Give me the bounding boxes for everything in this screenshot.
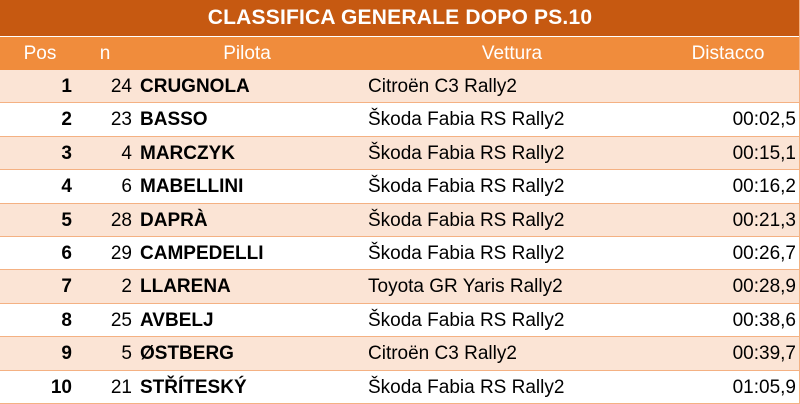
cell-n: 29 (110, 242, 132, 264)
cell-vettura: Škoda Fabia RS Rally2 (368, 142, 565, 164)
cell-vettura: Škoda Fabia RS Rally2 (368, 176, 565, 198)
cell-n: 2 (121, 276, 132, 298)
cell-pilota: ØSTBERG (140, 343, 234, 365)
table-header-row: Pos n Pilota Vettura Distacco (0, 37, 800, 70)
cell-distacco: 00:39,7 (732, 343, 796, 365)
cell-vettura: Škoda Fabia RS Rally2 (368, 376, 565, 398)
cell-pilota: DAPRÀ (140, 209, 208, 231)
cell-n: 4 (121, 142, 132, 164)
cell-vettura: Citroën C3 Rally2 (368, 343, 517, 365)
cell-pilota: LLARENA (140, 276, 231, 298)
cell-pilota: STŘÍTESKÝ (140, 376, 247, 398)
table-row: 6 29 CAMPEDELLI Škoda Fabia RS Rally2 00… (0, 236, 800, 271)
table-row: 8 25 AVBELJ Škoda Fabia RS Rally2 00:38,… (0, 303, 800, 338)
table-row: 9 5 ØSTBERG Citroën C3 Rally2 00:39,7 (0, 337, 800, 371)
cell-vettura: Škoda Fabia RS Rally2 (368, 109, 565, 131)
cell-distacco: 00:16,2 (732, 176, 796, 198)
cell-n: 21 (110, 376, 132, 398)
table-row: 4 6 MABELLINI Škoda Fabia RS Rally2 00:1… (0, 170, 800, 204)
header-vettura: Vettura (481, 43, 543, 64)
cell-pos: 8 (61, 309, 72, 331)
cell-vettura: Škoda Fabia RS Rally2 (368, 242, 565, 264)
cell-distacco: 00:21,3 (732, 209, 796, 231)
cell-pos: 9 (61, 343, 72, 365)
header-pos: Pos (23, 43, 57, 64)
cell-pos: 10 (50, 376, 72, 398)
cell-pilota: AVBELJ (140, 309, 214, 331)
cell-vettura: Citroën C3 Rally2 (368, 76, 517, 97)
cell-pilota: CRUGNOLA (140, 76, 250, 97)
cell-distacco: 00:38,6 (732, 309, 796, 331)
cell-vettura: Škoda Fabia RS Rally2 (368, 209, 565, 231)
cell-pos: 5 (61, 209, 72, 231)
cell-vettura: Toyota GR Yaris Rally2 (368, 276, 563, 298)
table-row: 3 4 MARCZYK Škoda Fabia RS Rally2 00:15,… (0, 136, 800, 171)
cell-pos: 2 (61, 109, 72, 131)
cell-n: 23 (110, 109, 132, 131)
cell-pilota: MABELLINI (140, 176, 244, 198)
header-distacco: Distacco (691, 43, 765, 64)
cell-n: 5 (121, 343, 132, 365)
cell-pilota: MARCZYK (140, 142, 235, 164)
table-title: CLASSIFICA GENERALE DOPO PS.10 (0, 0, 800, 37)
cell-distacco: 00:15,1 (732, 142, 796, 164)
cell-distacco: 00:28,9 (732, 276, 796, 298)
cell-vettura: Škoda Fabia RS Rally2 (368, 309, 565, 331)
table-row: 5 28 DAPRÀ Škoda Fabia RS Rally2 00:21,3 (0, 203, 800, 237)
cell-distacco: 01:05,9 (732, 376, 796, 398)
cell-n: 25 (110, 309, 132, 331)
cell-distacco: 00:26,7 (732, 242, 796, 264)
table-row: 1 24 CRUGNOLA Citroën C3 Rally2 (0, 70, 800, 104)
cell-pilota: BASSO (140, 109, 208, 131)
cell-n: 6 (121, 176, 132, 198)
cell-pos: 1 (61, 76, 72, 97)
table-body: 1 24 CRUGNOLA Citroën C3 Rally2 2 23 BAS… (0, 70, 800, 404)
cell-distacco (660, 70, 796, 103)
table-row: 10 21 STŘÍTESKÝ Škoda Fabia RS Rally2 01… (0, 370, 800, 404)
cell-n: 24 (110, 76, 132, 97)
cell-pilota: CAMPEDELLI (140, 242, 264, 264)
cell-pos: 6 (61, 242, 72, 264)
header-pilota: Pilota (223, 43, 271, 64)
cell-pos: 3 (61, 142, 72, 164)
table-row: 2 23 BASSO Škoda Fabia RS Rally2 00:02,5 (0, 103, 800, 137)
table-row: 7 2 LLARENA Toyota GR Yaris Rally2 00:28… (0, 270, 800, 304)
cell-n: 28 (110, 209, 132, 231)
cell-pos: 7 (61, 276, 72, 298)
cell-pos: 4 (61, 176, 72, 198)
cell-distacco: 00:02,5 (732, 109, 796, 131)
header-n: n (99, 43, 111, 64)
